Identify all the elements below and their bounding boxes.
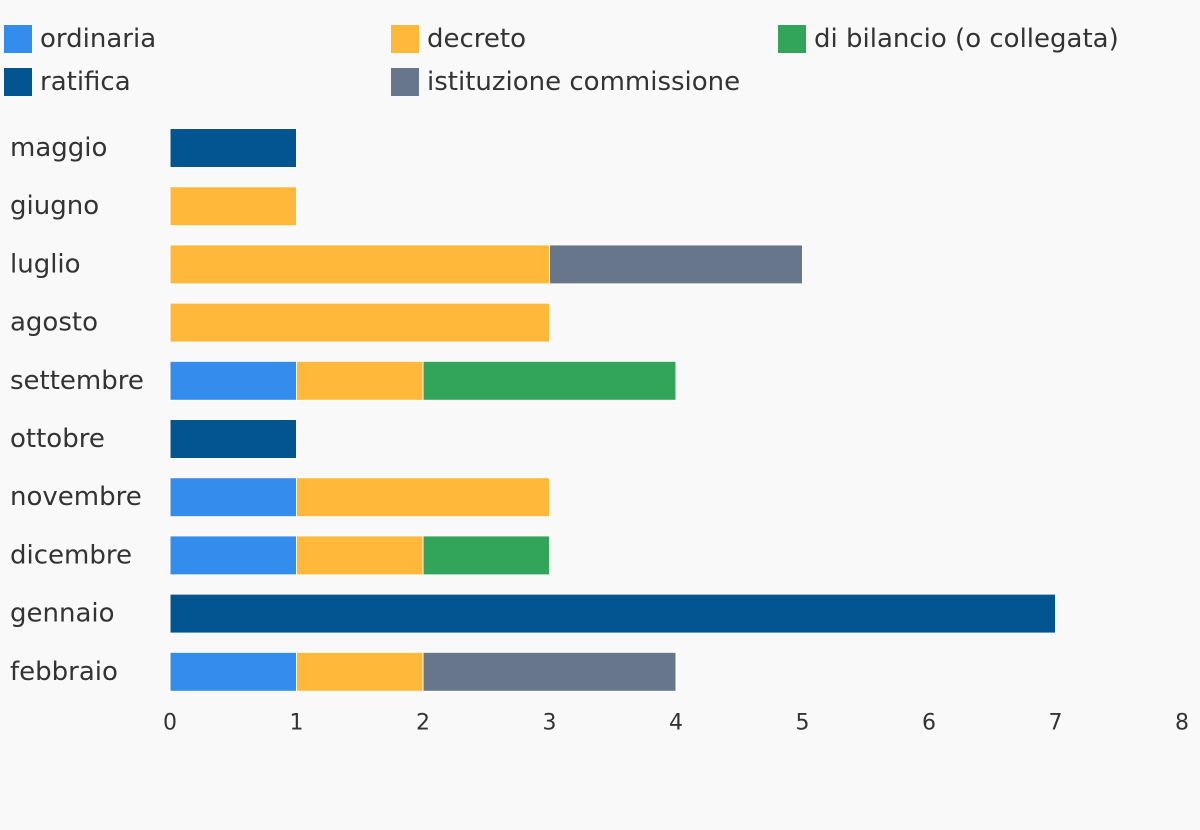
legend-item: decreto	[391, 24, 526, 54]
legend-swatch	[4, 68, 32, 96]
category-label: febbraio	[10, 657, 118, 687]
bar-segment	[422, 360, 677, 401]
category-label: dicembre	[10, 540, 132, 570]
bar-segment	[169, 244, 550, 285]
legend-label: ordinaria	[40, 24, 157, 54]
bar-segment	[549, 244, 803, 285]
legend-item: ratifica	[4, 67, 131, 97]
x-tick-label: 4	[669, 711, 683, 736]
x-tick-label: 6	[922, 711, 936, 736]
bar-segment	[422, 651, 677, 692]
x-tick-label: 7	[1049, 711, 1063, 736]
x-tick-label: 5	[796, 711, 810, 736]
bar-segment	[169, 419, 297, 459]
x-tick-label: 0	[163, 711, 177, 736]
legend-swatch	[391, 25, 419, 53]
bar-segment	[296, 651, 424, 692]
x-tick-label: 8	[1175, 711, 1189, 736]
legend-swatch	[391, 68, 419, 96]
bar-segment	[169, 651, 297, 692]
category-label: agosto	[10, 308, 98, 338]
legend-swatch	[778, 25, 806, 53]
x-tick-label: 1	[290, 711, 304, 736]
bar-segment	[169, 302, 550, 343]
legend-item: di bilancio (o collegata)	[778, 24, 1119, 54]
legend-label: ratifica	[40, 67, 131, 97]
category-label: novembre	[10, 482, 142, 512]
bar-segment	[296, 535, 424, 576]
x-tick-label: 3	[543, 711, 557, 736]
bar-segment	[422, 535, 550, 576]
bar-segment	[169, 186, 297, 227]
legend-item: ordinaria	[4, 24, 156, 54]
chart-legend: ordinaria decreto di bilancio (o collegata…	[0, 0, 1200, 110]
bar-segment	[169, 128, 297, 168]
category-label: giugno	[10, 191, 99, 221]
bar-segment	[169, 593, 1056, 634]
category-label: maggio	[10, 133, 107, 163]
legend-label: decreto	[427, 24, 527, 54]
legend-item: istituzione commissione	[391, 67, 740, 97]
bar-segment	[296, 360, 424, 401]
x-tick-label: 2	[416, 711, 430, 736]
category-label: settembre	[10, 366, 144, 396]
category-label: gennaio	[10, 599, 115, 629]
legend-label: di bilancio (o collegata)	[814, 24, 1119, 54]
category-label: ottobre	[10, 424, 105, 454]
category-label: luglio	[10, 249, 81, 279]
bar-segment	[296, 477, 550, 518]
bar-segment	[169, 360, 297, 401]
legend-swatch	[4, 25, 32, 53]
legend-label: istituzione commissione	[427, 67, 741, 97]
bar-segment	[169, 535, 297, 576]
bar-segment	[169, 477, 297, 518]
